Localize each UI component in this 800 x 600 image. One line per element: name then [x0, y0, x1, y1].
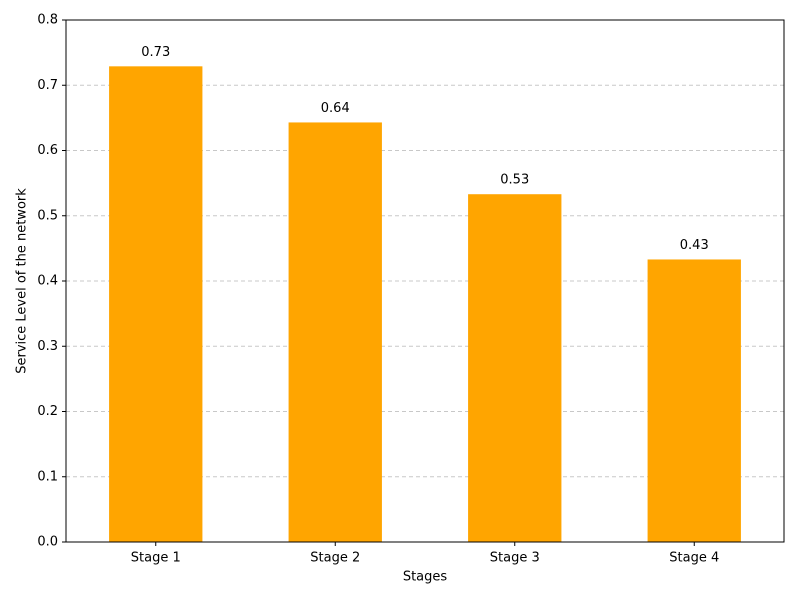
- y-tick-label: 0.8: [37, 13, 58, 28]
- y-tick-label: 0.0: [37, 535, 58, 550]
- x-tick-label: Stage 2: [310, 551, 360, 566]
- data-label: 0.73: [141, 45, 170, 60]
- y-tick-label: 0.6: [37, 143, 58, 158]
- y-axis-label: Service Level of the network: [15, 188, 30, 374]
- y-tick-label: 0.3: [37, 339, 58, 354]
- x-axis-label: Stages: [403, 570, 448, 585]
- x-tick-label: Stage 1: [131, 551, 181, 566]
- x-tick-label: Stage 4: [669, 551, 719, 566]
- plot-frame: [65, 19, 785, 543]
- bar: [109, 66, 203, 542]
- y-tick-label: 0.5: [37, 208, 58, 223]
- y-tick-label: 0.7: [37, 78, 58, 93]
- y-tick-label: 0.2: [37, 404, 58, 419]
- bar: [288, 122, 382, 542]
- data-label: 0.43: [680, 238, 709, 253]
- data-label: 0.64: [321, 101, 350, 116]
- bar: [468, 194, 562, 542]
- y-tick-label: 0.1: [37, 469, 58, 484]
- bar: [647, 259, 741, 542]
- x-tick-label: Stage 3: [490, 551, 540, 566]
- data-label: 0.53: [500, 173, 529, 188]
- y-tick-label: 0.4: [37, 274, 58, 289]
